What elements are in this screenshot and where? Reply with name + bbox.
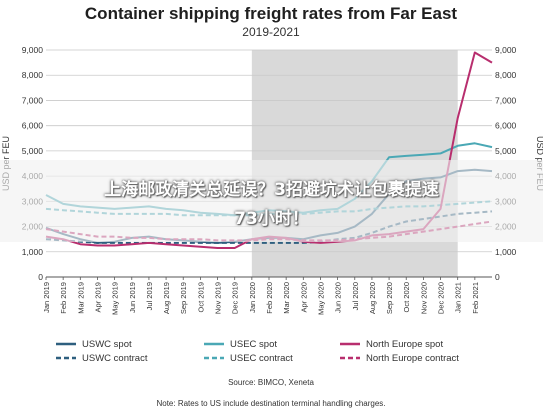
y-tick-label: 6,000 — [22, 121, 44, 131]
y-tick-label: 1,000 — [22, 247, 44, 257]
x-tick-label: Feb 2019 — [59, 282, 68, 314]
y-tick-label: 5,000 — [495, 146, 517, 156]
x-tick-label: Dec 2020 — [437, 282, 446, 314]
x-tick-label: Oct 2019 — [196, 282, 205, 312]
headline-overlay-line2: 73小时！ — [234, 209, 309, 229]
x-tick-label: Aug 2019 — [162, 282, 171, 314]
headline-overlay-band — [0, 160, 543, 242]
series-line-uswc-contract — [45, 210, 493, 244]
y-tick-label: 0 — [495, 272, 500, 282]
chart-title: Container shipping freight rates from Fa… — [85, 4, 458, 23]
x-tick-label: Nov 2020 — [419, 282, 428, 314]
legend-label: USEC contract — [230, 353, 293, 364]
x-tick-label: Jun 2020 — [334, 282, 343, 313]
legend-label: North Europe contract — [366, 353, 459, 364]
x-tick-label: May 2019 — [111, 282, 120, 315]
x-tick-label: Dec 2019 — [231, 282, 240, 314]
x-axis-ticks: Jan 2019 Feb 2019 Mar 2019 Apr 2019 May 2019… — [42, 277, 480, 315]
y-tick-label: 8,000 — [22, 70, 44, 80]
x-tick-label: Nov 2019 — [214, 282, 223, 314]
y-tick-label: 9,000 — [495, 45, 517, 55]
y-tick-label: 7,000 — [495, 95, 517, 105]
chart-note: Note: Rates to US include destination te… — [156, 399, 385, 408]
x-tick-label: Feb 2021 — [471, 282, 480, 314]
legend-label: USEC spot — [230, 339, 277, 350]
x-tick-label: Aug 2020 — [368, 282, 377, 314]
legend-label: North Europe spot — [366, 339, 443, 350]
x-tick-label: Oct 2020 — [402, 282, 411, 312]
x-tick-label: Sep 2020 — [385, 282, 394, 314]
x-tick-label: Jan 2021 — [454, 282, 463, 313]
chart-subtitle: 2019-2021 — [242, 25, 300, 39]
x-tick-label: Mar 2020 — [282, 282, 291, 314]
x-tick-label: Jan 2020 — [248, 282, 257, 313]
y-tick-label: 1,000 — [495, 247, 517, 257]
x-tick-label: Apr 2020 — [299, 282, 308, 312]
legend-label: USWC spot — [82, 339, 132, 350]
headline-overlay-line1: 上海邮政清关总延误？3招避坑术让包裹提速 — [104, 180, 439, 200]
y-tick-label: 5,000 — [22, 146, 44, 156]
x-tick-label: Feb 2020 — [265, 282, 274, 314]
x-tick-label: Apr 2019 — [93, 282, 102, 312]
legend: USWC spot USWC contract USEC spot USEC cont… — [56, 339, 459, 364]
y-tick-label: 9,000 — [22, 45, 44, 55]
chart-source: Source: BIMCO, Xeneta — [228, 378, 314, 387]
x-tick-label: Jul 2019 — [145, 282, 154, 310]
x-tick-label: Mar 2019 — [76, 282, 85, 314]
y-tick-label: 0 — [38, 272, 43, 282]
x-tick-label: May 2020 — [316, 282, 325, 315]
y-tick-label: 8,000 — [495, 70, 517, 80]
y-tick-label: 6,000 — [495, 121, 517, 131]
y-tick-label: 7,000 — [22, 95, 44, 105]
x-tick-label: Sep 2019 — [179, 282, 188, 314]
x-tick-label: Jun 2019 — [128, 282, 137, 313]
x-tick-label: Jul 2020 — [351, 282, 360, 310]
x-tick-label: Jan 2019 — [42, 282, 51, 313]
legend-label: USWC contract — [82, 353, 148, 364]
